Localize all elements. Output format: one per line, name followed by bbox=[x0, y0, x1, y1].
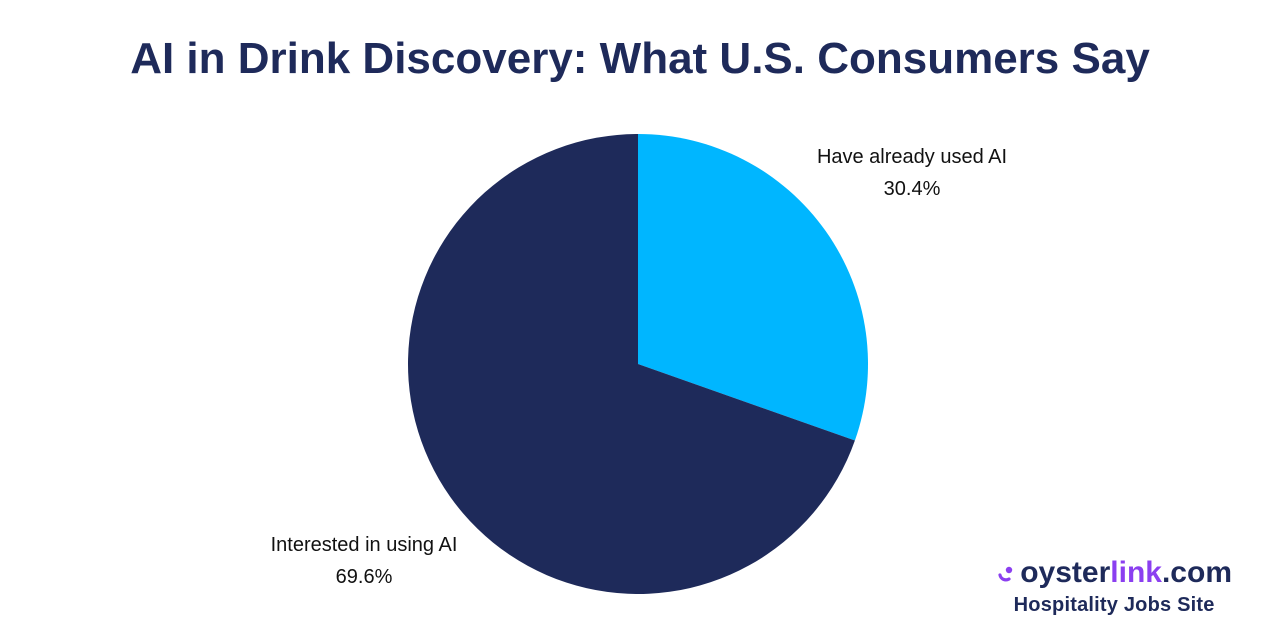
logo-tagline: Hospitality Jobs Site bbox=[1013, 594, 1215, 616]
chart-title: AI in Drink Discovery: What U.S. Consume… bbox=[130, 34, 1150, 83]
logo-text-oyster: oyster bbox=[1020, 556, 1111, 589]
logo-text-link: link bbox=[1110, 556, 1162, 589]
slice-label-name: Have already used AI bbox=[817, 146, 1007, 168]
slice-label-value: 69.6% bbox=[336, 566, 393, 588]
logo-text-domain: .com bbox=[1161, 556, 1232, 589]
slice-label-name: Interested in using AI bbox=[271, 534, 458, 556]
oysterlink-logo-icon bbox=[998, 566, 1013, 582]
logo-wordmark: oyster link .com bbox=[996, 556, 1232, 590]
oysterlink-logo: oyster link .com Hospitality Jobs Site bbox=[996, 556, 1232, 617]
slice-label-value: 30.4% bbox=[884, 178, 941, 200]
pie-slice-interested bbox=[407, 134, 855, 594]
pie-slice-already-used bbox=[638, 134, 868, 441]
